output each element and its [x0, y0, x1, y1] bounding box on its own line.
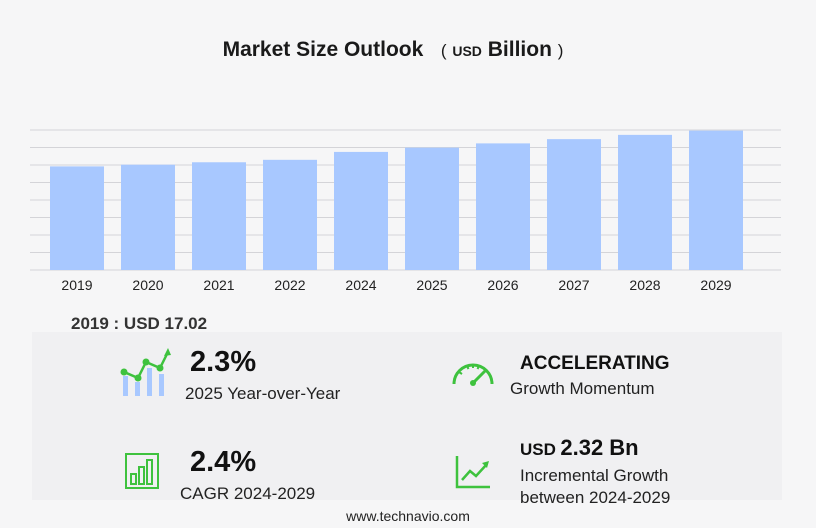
bar-2025 — [405, 147, 459, 270]
incremental-amount: 2.32 Bn — [560, 435, 639, 460]
trend-line-icon — [455, 456, 490, 489]
base-year-summary: 2019 : USD 17.02 — [71, 314, 208, 333]
title-main: Market Size Outlook — [222, 38, 424, 61]
bar-2028 — [618, 134, 672, 270]
cagr-label: CAGR 2024-2029 — [180, 484, 316, 503]
incremental-currency: USD — [520, 440, 556, 459]
title-unit-scale: Billion — [487, 38, 552, 61]
x-tick-label: 2022 — [274, 277, 305, 293]
title-unit-currency: USD — [452, 43, 482, 59]
bar-chart-icon — [125, 453, 159, 489]
incremental-value: USD 2.32 Bn — [520, 435, 639, 461]
bar-2019 — [50, 166, 104, 270]
bar-2022 — [263, 159, 317, 270]
cagr-value: 2.4% — [190, 446, 257, 478]
title-unit-close: ) — [557, 41, 564, 60]
bar-2026 — [476, 143, 530, 270]
incremental-label-2: between 2024-2029 — [520, 488, 671, 507]
x-tick-label: 2019 — [61, 277, 92, 293]
bar-2024 — [334, 151, 388, 270]
x-tick-label: 2027 — [558, 277, 589, 293]
growth-chart-icon — [120, 348, 171, 396]
footer-url: www.technavio.com — [346, 508, 470, 524]
bar-2027 — [547, 139, 601, 270]
incremental-label-1: Incremental Growth — [520, 466, 669, 485]
title-unit-open: ( — [440, 41, 447, 60]
x-tick-label: 2024 — [345, 277, 376, 293]
x-tick-label: 2026 — [487, 277, 518, 293]
x-tick-label: 2025 — [416, 277, 447, 293]
bar-2029 — [689, 130, 743, 270]
yoy-label: 2025 Year-over-Year — [185, 384, 341, 403]
chart-title: Market Size Outlook ( USD Billion ) — [0, 38, 786, 62]
x-tick-label: 2029 — [700, 277, 731, 293]
bar-2020 — [121, 164, 175, 270]
x-tick-label: 2028 — [629, 277, 660, 293]
bar-2021 — [192, 162, 246, 270]
x-tick-label: 2020 — [132, 277, 163, 293]
momentum-label: Growth Momentum — [510, 379, 655, 398]
momentum-value: ACCELERATING — [520, 353, 670, 374]
x-tick-label: 2021 — [203, 277, 234, 293]
bar-chart: 2019 2020 2021 2022 2024 2025 2026 2027 2028 2029 — [30, 129, 781, 293]
speedometer-icon — [452, 363, 494, 386]
yoy-value: 2.3% — [190, 346, 257, 378]
